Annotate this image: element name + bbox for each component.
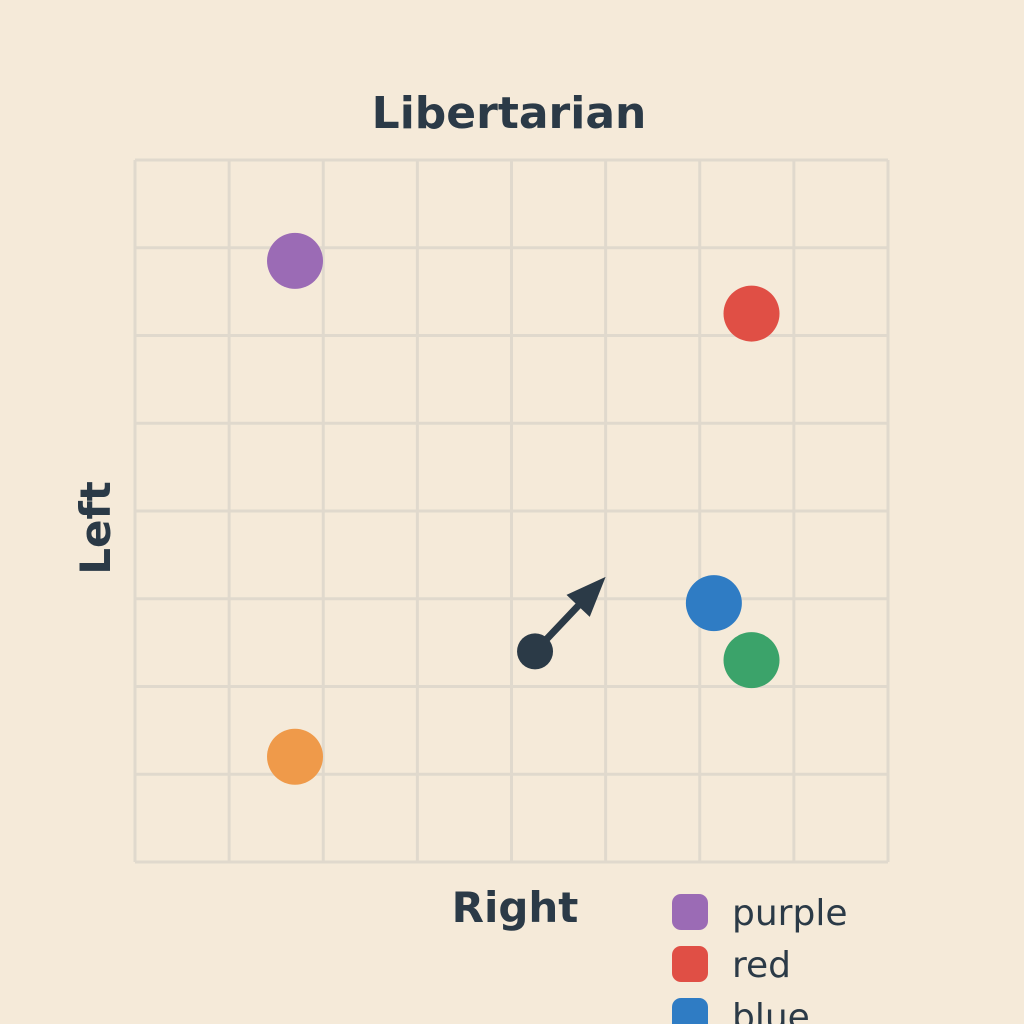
legend-swatch-red — [672, 946, 708, 982]
legend-swatch-purple — [672, 894, 708, 930]
data-point-blue — [685, 575, 742, 632]
data-point-red — [723, 285, 780, 342]
arrow-head — [566, 576, 606, 617]
legend: purple red blue — [672, 893, 847, 1024]
x-axis-label: Right — [452, 883, 579, 932]
data-point-orange — [267, 728, 324, 785]
data-points — [267, 232, 780, 785]
plot-grid — [133, 158, 890, 864]
data-point-green — [723, 632, 780, 689]
chart-title: Libertarian — [372, 88, 647, 139]
legend-label-purple: purple — [732, 893, 847, 934]
legend-swatch-blue — [672, 998, 708, 1024]
legend-label-red: red — [732, 945, 791, 986]
data-point-purple — [267, 232, 324, 289]
y-axis-label: Left — [71, 481, 120, 575]
legend-label-blue: blue — [732, 997, 810, 1024]
direction-arrow — [517, 576, 606, 670]
arrow-origin-dot — [517, 633, 554, 670]
